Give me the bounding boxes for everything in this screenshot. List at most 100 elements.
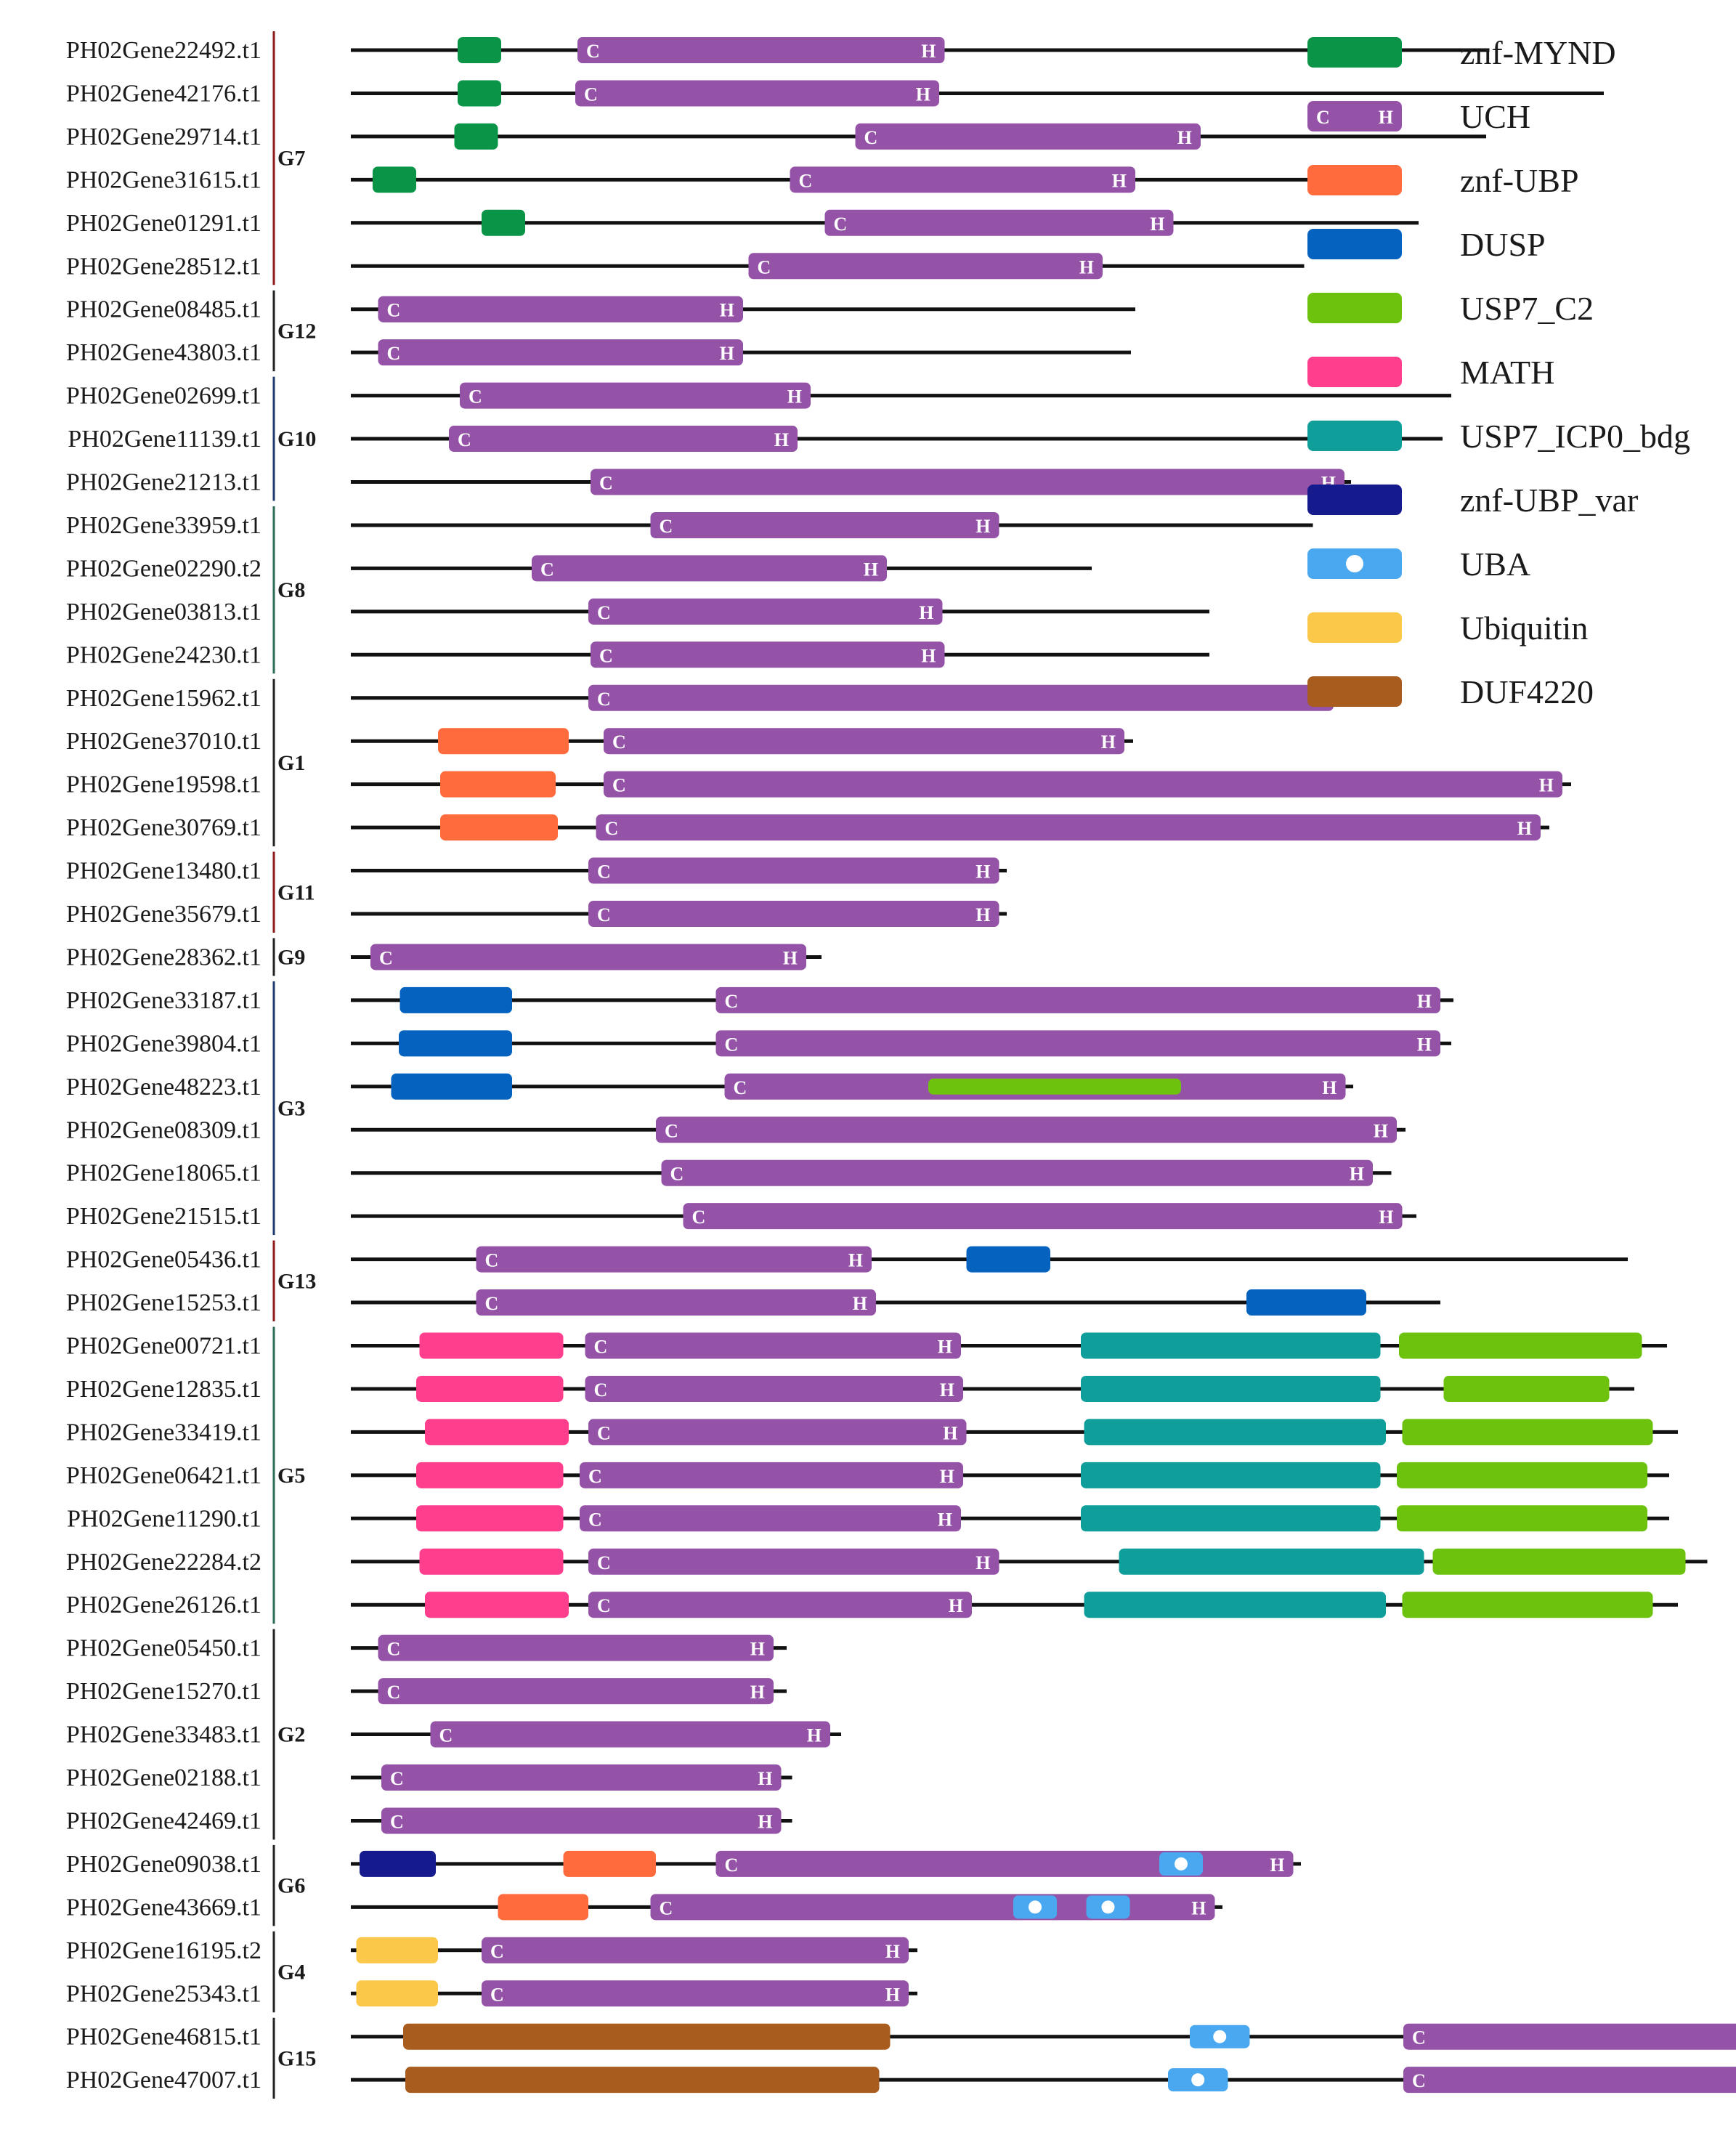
uba-dot bbox=[1213, 2030, 1227, 2043]
uch-c-letter: C bbox=[594, 1337, 608, 1358]
gene-label: PH02Gene35679.t1 bbox=[66, 901, 261, 928]
legend-label: Ubiquitin bbox=[1460, 609, 1588, 647]
uch-c-letter: C bbox=[439, 1725, 453, 1746]
gene-row: PH02Gene19598.t1 C H bbox=[66, 771, 1571, 798]
domain-usp7-c2 bbox=[1402, 1592, 1653, 1618]
uch-h-letter: H bbox=[1539, 775, 1554, 796]
uch-c-letter: C bbox=[490, 1941, 504, 1962]
domain-uch bbox=[580, 1505, 961, 1532]
domain-usp7-icp0-bdg bbox=[1081, 1505, 1381, 1532]
domain-uch bbox=[482, 1937, 909, 1963]
uch-c-letter: C bbox=[834, 214, 848, 235]
uch-h-letter: H bbox=[864, 559, 878, 580]
domain-uch bbox=[591, 641, 945, 668]
uch-h-letter: H bbox=[976, 904, 990, 925]
gene-row: PH02Gene24230.t1 C H bbox=[66, 641, 1209, 668]
uch-h-letter: H bbox=[976, 862, 990, 883]
gene-label: PH02Gene21213.t1 bbox=[66, 469, 261, 496]
legend-swatch bbox=[1307, 357, 1402, 387]
domain-usp7-icp0-bdg bbox=[1081, 1332, 1381, 1359]
gene-label: PH02Gene33187.t1 bbox=[66, 987, 261, 1014]
domain-dusp bbox=[1246, 1289, 1366, 1316]
gene-row: PH02Gene28362.t1 C H bbox=[66, 944, 822, 970]
legend-label: znf-MYND bbox=[1460, 34, 1616, 71]
domain-uch bbox=[588, 1419, 967, 1446]
domain-uch bbox=[430, 1721, 830, 1748]
legend-item-uch: C H UCH bbox=[1307, 98, 1530, 135]
uch-c-letter: C bbox=[670, 1164, 684, 1185]
gene-row: PH02Gene43669.t1 C H bbox=[66, 1894, 1222, 1921]
gene-row: PH02Gene33483.t1 C H bbox=[66, 1721, 841, 1748]
domain-uch bbox=[855, 123, 1201, 150]
domain-uch bbox=[748, 253, 1103, 280]
gene-label: PH02Gene26126.t1 bbox=[66, 1592, 261, 1618]
uch-c-letter: C bbox=[725, 1034, 739, 1055]
gene-label: PH02Gene43669.t1 bbox=[66, 1894, 261, 1921]
gene-row: PH02Gene11290.t1 C H bbox=[67, 1505, 1669, 1532]
uch-c-letter: C bbox=[387, 1682, 401, 1703]
gene-label: PH02Gene02699.t1 bbox=[66, 383, 261, 410]
gene-label: PH02Gene30769.t1 bbox=[66, 814, 261, 841]
legend-swatch bbox=[1307, 101, 1402, 131]
domain-uch bbox=[381, 1764, 782, 1791]
group-g6: PH02Gene09038.t1 C H PH02Gene43669.t1 C H G6 bbox=[66, 1844, 1301, 1926]
gene-label: PH02Gene47007.t1 bbox=[66, 2067, 261, 2094]
uch-h-letter: H bbox=[848, 1250, 863, 1271]
uch-c-letter: C bbox=[660, 1897, 673, 1918]
uch-c-letter: C bbox=[387, 300, 401, 321]
gene-row: PH02Gene37010.t1 C H bbox=[66, 728, 1133, 755]
group-label: G3 bbox=[277, 1097, 305, 1121]
domain-uch bbox=[482, 1980, 909, 2007]
domain-znf-ubp bbox=[440, 771, 556, 798]
uch-h-letter: H bbox=[919, 602, 933, 623]
legend-item-usp7-c2: USP7_C2 bbox=[1307, 290, 1594, 327]
group-g9: PH02Gene28362.t1 C H G9 bbox=[66, 938, 822, 976]
group-label: G4 bbox=[277, 1961, 305, 1985]
uch-h-letter: H bbox=[938, 1509, 952, 1530]
uch-c-letter: C bbox=[594, 1379, 608, 1401]
uba-dot bbox=[1191, 2073, 1205, 2087]
domain-uch bbox=[476, 1289, 876, 1316]
group-g12: PH02Gene08485.t1 C H PH02Gene43803.t1 C H G12 bbox=[66, 290, 1135, 372]
uch-c-letter: C bbox=[540, 559, 554, 580]
gene-label: PH02Gene12835.t1 bbox=[66, 1376, 261, 1403]
uch-h-letter: H bbox=[1417, 1034, 1432, 1055]
legend-swatch bbox=[1307, 37, 1402, 68]
uch-h-letter: H bbox=[938, 1337, 952, 1358]
gene-row: PH02Gene26126.t1 C H bbox=[66, 1592, 1678, 1618]
uch-h-letter: H bbox=[720, 300, 734, 321]
gene-label: PH02Gene43803.t1 bbox=[66, 339, 261, 366]
gene-label: PH02Gene02290.t2 bbox=[66, 555, 261, 582]
legend-item-znf-ubp: znf-UBP bbox=[1307, 162, 1579, 199]
group-g11: PH02Gene13480.t1 C H PH02Gene35679.t1 C H G11 bbox=[66, 851, 1007, 933]
gene-label: PH02Gene18065.t1 bbox=[66, 1160, 261, 1187]
domain-uch bbox=[604, 771, 1562, 798]
gene-label: PH02Gene09038.t1 bbox=[66, 1851, 261, 1878]
gene-label: PH02Gene00721.t1 bbox=[66, 1333, 261, 1360]
gene-row: PH02Gene22284.t2 C H bbox=[66, 1548, 1708, 1576]
gene-row: PH02Gene22492.t1 C H bbox=[66, 37, 1490, 64]
legend-item-usp7-icp0-bdg: USP7_ICP0_bdg bbox=[1307, 418, 1690, 455]
domain-math bbox=[416, 1375, 564, 1402]
gene-row: PH02Gene05436.t1 C H bbox=[66, 1246, 1628, 1273]
domain-dusp bbox=[399, 1030, 512, 1057]
gene-row: PH02Gene15253.t1 C H bbox=[66, 1289, 1440, 1316]
uch-h-letter: H bbox=[1191, 1897, 1206, 1918]
group-label: G1 bbox=[277, 751, 305, 775]
legend-label: USP7_ICP0_bdg bbox=[1460, 418, 1690, 455]
gene-label: PH02Gene28362.t1 bbox=[66, 944, 261, 970]
uch-h-letter: H bbox=[1177, 127, 1192, 148]
domain-znf-mynd bbox=[454, 123, 498, 150]
group-label: G10 bbox=[277, 427, 316, 451]
uch-c-letter: C bbox=[599, 645, 613, 666]
gene-row: PH02Gene42469.t1 C H bbox=[66, 1807, 792, 1834]
uch-h-letter: H bbox=[853, 1293, 867, 1314]
uch-h-letter: H bbox=[916, 84, 930, 105]
gene-row: PH02Gene01291.t1 C H bbox=[66, 209, 1419, 237]
domain-usp7-icp0-bdg bbox=[1081, 1375, 1381, 1402]
